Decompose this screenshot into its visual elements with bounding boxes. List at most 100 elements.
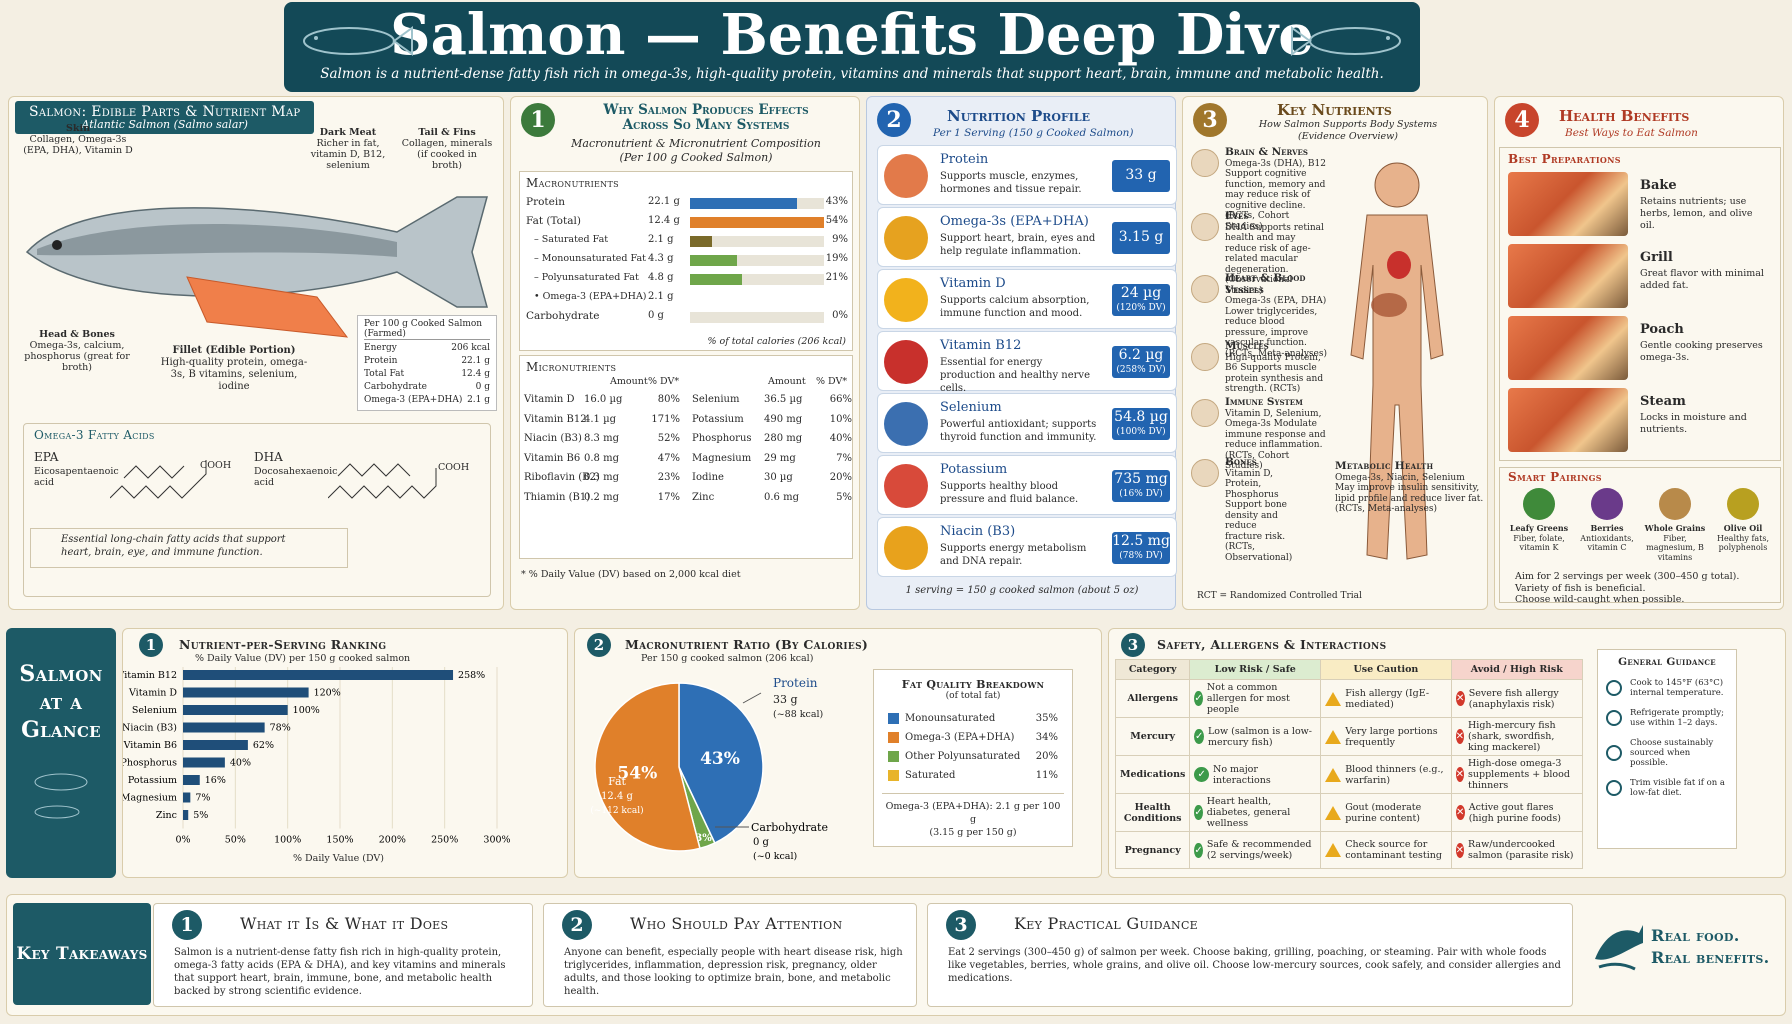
human-body-illustration bbox=[1350, 162, 1444, 560]
ranking-value-label: 78% bbox=[270, 723, 291, 734]
salmon-dish-image bbox=[1508, 244, 1628, 308]
label-dark-meat: Dark Meat Richer in fat, vitamin D, B12, … bbox=[310, 127, 386, 171]
micro-row: Phosphorus 280 mg 40% bbox=[692, 433, 852, 444]
dha-label: DHA bbox=[254, 450, 283, 464]
x-icon: ✕ bbox=[1455, 767, 1464, 782]
system-item: Muscles High-quality Protein, B6 Supports… bbox=[1191, 341, 1329, 395]
macro-row: Carbohydrate 0 g 0% bbox=[526, 310, 848, 323]
system-item: Heart & Blood Vessels Omega-3s (EPA, DHA)… bbox=[1191, 273, 1329, 359]
macro-row: – Polyunsaturated Fat 4.8 g 21% bbox=[534, 272, 848, 285]
pie-protein-label: (~88 kcal) bbox=[773, 709, 823, 720]
takeaway-item: 3 Key Practical Guidance Eat 2 servings (3… bbox=[927, 903, 1573, 1007]
facts-row: Carbohydrate 0 g bbox=[364, 382, 490, 392]
micro-row: Thiamin (B1) 0.2 mg 17% bbox=[524, 491, 680, 503]
nutrient-icon bbox=[884, 526, 928, 570]
x-icon: ✕ bbox=[1455, 805, 1465, 820]
facts-row: Omega-3 (EPA+DHA) 2.1 g bbox=[364, 395, 490, 405]
warning-icon bbox=[1325, 767, 1342, 782]
nutrient-icon bbox=[884, 278, 928, 322]
nutrient-desc: Supports calcium absorption, immune func… bbox=[940, 295, 1090, 319]
macro-bar bbox=[690, 198, 797, 209]
fat-quality-row: Other Polyunsaturated 20% bbox=[888, 747, 1058, 766]
pie-protein-label: 33 g bbox=[773, 693, 798, 706]
micro-row: Niacin (B3) 8.3 mg 52% bbox=[524, 433, 680, 444]
pie-fat-kcal: (~112 kcal) bbox=[590, 805, 643, 816]
pairing-icon bbox=[1591, 488, 1623, 520]
nutrient-desc: Supports muscle, enzymes, hormones and t… bbox=[940, 171, 1082, 195]
ranking-tick-label: 100% bbox=[274, 835, 301, 846]
nutrient-card: Omega-3s (EPA+DHA) Support heart, brain, … bbox=[877, 207, 1177, 267]
nutrient-value-badge: 24 µg (120% DV) bbox=[1112, 284, 1170, 316]
takeaway-text: Eat 2 servings (300–450 g) of salmon per… bbox=[948, 947, 1561, 984]
safety-row: Health Conditions ✓ Heart health, diabetes… bbox=[1114, 793, 1584, 832]
section-number-1: 1 bbox=[521, 103, 555, 137]
nutrient-name: Niacin (B3) bbox=[940, 524, 1016, 539]
section-number-2: 2 bbox=[877, 103, 911, 137]
system-icon bbox=[1191, 149, 1219, 177]
macronutrient-box: Macronutrients Protein 22.1 g 43% Fat (Tota… bbox=[519, 171, 853, 351]
ranking-panel: 1 Nutrient-per-Serving Ranking % Daily V… bbox=[122, 628, 568, 878]
ranking-bar bbox=[183, 705, 288, 715]
fat-quality-box: Fat Quality Breakdown (of total fat) Mon… bbox=[873, 669, 1073, 847]
pairing-item: Leafy Greens Fiber, folate, vitamin K bbox=[1506, 488, 1572, 553]
pie-percent-label: 3% bbox=[695, 833, 712, 844]
ranking-bar bbox=[183, 810, 189, 820]
system-icon bbox=[1191, 275, 1219, 303]
page-subtitle: Salmon is a nutrient-dense fatty fish ri… bbox=[320, 66, 1384, 82]
ranking-value-label: 100% bbox=[293, 705, 320, 716]
nutrient-value-badge: 3.15 g bbox=[1112, 222, 1170, 254]
ranking-value-label: 62% bbox=[253, 740, 274, 751]
nutrient-icon bbox=[884, 154, 928, 198]
nutrient-desc: Support heart, brain, eyes and help regu… bbox=[940, 233, 1096, 257]
map-species: Atlantic Salmon (Salmo salar) bbox=[81, 118, 248, 131]
nutrient-name: Vitamin D bbox=[940, 276, 1006, 291]
ranking-tick-label: 150% bbox=[326, 835, 353, 846]
salmon-dish-image bbox=[1508, 388, 1628, 452]
pie-percent-label: 54% bbox=[617, 763, 657, 783]
safety-row: Mercury ✓ Low (salmon is a low-mercury fis… bbox=[1114, 717, 1584, 756]
ranking-tick-label: 200% bbox=[379, 835, 406, 846]
ranking-category-label: Niacin (B3) bbox=[123, 723, 177, 734]
macro-bar bbox=[690, 274, 743, 285]
nutrient-value-badge: 6.2 µg (258% DV) bbox=[1112, 346, 1170, 378]
macro-row: • Omega-3 (EPA+DHA) 2.1 g bbox=[534, 291, 674, 302]
facts-row: Energy 206 kcal bbox=[364, 343, 490, 353]
label-tail-fins: Tail & Fins Collagen, minerals (if cooked… bbox=[401, 127, 493, 171]
section-number-4: 4 bbox=[1505, 103, 1539, 137]
nutrient-name: Omega-3s (EPA+DHA) bbox=[940, 214, 1089, 229]
dha-structure bbox=[328, 463, 437, 499]
slogan: Real food. Real benefits. bbox=[1651, 926, 1770, 967]
safety-row: Pregnancy ✓ Safe & recommended (2 servings… bbox=[1114, 831, 1584, 869]
nutrient-icon bbox=[884, 402, 928, 446]
ranking-bar bbox=[183, 792, 191, 803]
ranking-value-label: 258% bbox=[458, 670, 485, 681]
micro-row: Potassium 490 mg 10% bbox=[692, 413, 852, 425]
ranking-category-label: Vitamin B6 bbox=[123, 740, 177, 751]
pairing-icon bbox=[1659, 488, 1691, 520]
salmon-dish-image bbox=[1508, 172, 1628, 236]
ranking-bar-chart: 0% 50% 100% 150% 200% 250% 300% Vitamin B12 258%… bbox=[123, 667, 511, 846]
ranking-bar bbox=[183, 670, 454, 680]
micro-row: Vitamin D 16.0 µg 80% bbox=[524, 394, 680, 405]
preparations-box: Best Preparations Bake Retains nutrients;… bbox=[1499, 147, 1781, 461]
takeaways-label: Key Takeaways bbox=[13, 903, 151, 1005]
warning-icon bbox=[1325, 691, 1342, 706]
preparation-item: Poach Gentle cooking preserves omega-3s. bbox=[1508, 316, 1792, 384]
pairing-icon bbox=[1523, 488, 1555, 520]
ranking-value-label: 16% bbox=[205, 775, 226, 786]
fat-quality-row: Saturated 11% bbox=[888, 766, 1058, 785]
safety-row: Medications ✓ No major interactions Blood t… bbox=[1114, 755, 1584, 794]
page-title: Salmon — Benefits Deep Dive bbox=[390, 2, 1314, 68]
pairing-item: Olive Oil Healthy fats, polyphenols bbox=[1710, 488, 1776, 553]
guidance-item: Choose sustainably sourced when possible… bbox=[1606, 738, 1728, 768]
omega3-box: Omega-3 Fatty Acids EPA Eicosapentaenoic… bbox=[23, 423, 491, 597]
nutrient-value-badge: 33 g bbox=[1112, 160, 1170, 192]
nutrient-icon bbox=[884, 464, 928, 508]
warning-icon bbox=[1325, 843, 1342, 857]
warning-icon bbox=[1325, 805, 1342, 820]
pie-fat-amount: 12.4 g bbox=[601, 791, 633, 802]
epa-structure bbox=[110, 460, 207, 499]
page-header: Salmon — Benefits Deep Dive Salmon is a … bbox=[284, 2, 1420, 92]
macro-row: – Monounsaturated Fat 4.3 g 19% bbox=[534, 253, 848, 266]
map-title: Salmon: Edible Parts & Nutrient Map bbox=[29, 104, 301, 120]
